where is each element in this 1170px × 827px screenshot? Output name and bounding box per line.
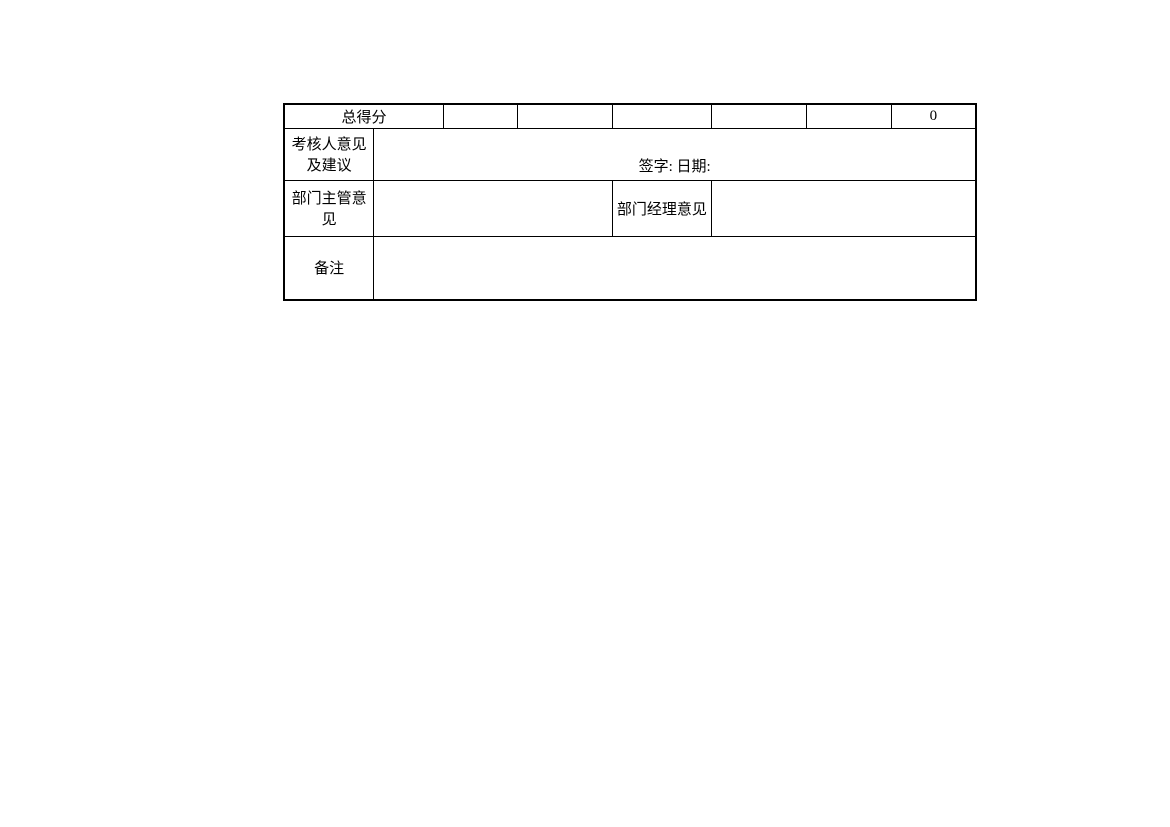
assessment-table-container: 总得分 0 考核人意见及建议 签字: 日期: 部门主管意见 部门经理意见 备注 bbox=[283, 103, 977, 301]
score-cell-4 bbox=[712, 104, 807, 128]
score-cell-3 bbox=[612, 104, 712, 128]
score-total: 0 bbox=[891, 104, 976, 128]
supervisor-value-left bbox=[374, 180, 612, 236]
reviewer-row: 考核人意见及建议 签字: 日期: bbox=[284, 128, 976, 180]
supervisor-label-right: 部门经理意见 bbox=[612, 180, 712, 236]
score-cell-5 bbox=[806, 104, 891, 128]
score-cell-2 bbox=[517, 104, 612, 128]
reviewer-signature: 签字: 日期: bbox=[374, 128, 976, 180]
supervisor-value-right bbox=[712, 180, 976, 236]
score-label: 总得分 bbox=[284, 104, 444, 128]
score-row: 总得分 0 bbox=[284, 104, 976, 128]
remark-row: 备注 bbox=[284, 236, 976, 300]
remark-value bbox=[374, 236, 976, 300]
supervisor-label-left: 部门主管意见 bbox=[284, 180, 374, 236]
score-cell-1 bbox=[444, 104, 518, 128]
remark-label: 备注 bbox=[284, 236, 374, 300]
supervisor-row: 部门主管意见 部门经理意见 bbox=[284, 180, 976, 236]
assessment-table: 总得分 0 考核人意见及建议 签字: 日期: 部门主管意见 部门经理意见 备注 bbox=[283, 103, 977, 301]
reviewer-label: 考核人意见及建议 bbox=[284, 128, 374, 180]
